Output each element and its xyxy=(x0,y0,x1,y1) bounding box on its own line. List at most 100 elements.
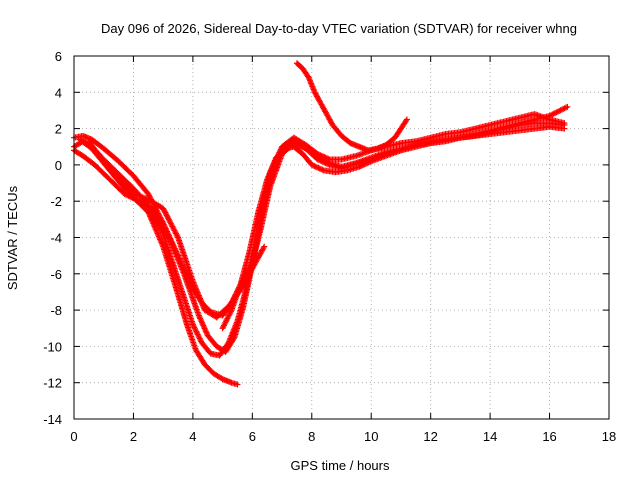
series-track-7 xyxy=(219,103,571,332)
x-tick-label: 8 xyxy=(308,429,315,444)
data-point xyxy=(325,159,332,166)
data-point xyxy=(323,158,330,165)
data-point xyxy=(223,318,230,325)
data-point xyxy=(312,163,319,170)
data-point xyxy=(165,233,172,240)
data-point xyxy=(311,163,318,170)
series-track-6 xyxy=(293,60,410,154)
data-point xyxy=(194,331,201,338)
data-point xyxy=(226,311,233,318)
data-point xyxy=(192,327,199,334)
data-point xyxy=(308,161,315,168)
data-point xyxy=(318,166,325,173)
data-point xyxy=(365,159,372,166)
data-point xyxy=(316,155,323,162)
y-tick-label: -14 xyxy=(43,412,62,427)
y-tick-label: -8 xyxy=(50,303,62,318)
data-point xyxy=(564,103,571,110)
data-point xyxy=(225,314,232,321)
data-point xyxy=(227,309,234,316)
data-point xyxy=(322,158,329,165)
x-axis-title: GPS time / hours xyxy=(291,458,390,473)
data-point xyxy=(358,162,365,169)
data-point xyxy=(561,105,568,112)
data-point xyxy=(321,157,328,164)
x-tick-label: 0 xyxy=(70,429,77,444)
tick-labels: 0 2 4 6 8 10 12 14 16 18 -14 -12 -10 -8 -6 -4 -2 0 2 4 6 xyxy=(43,49,616,444)
data-point xyxy=(547,112,554,119)
data-point xyxy=(357,163,364,170)
data-point xyxy=(315,164,322,171)
data-point xyxy=(560,105,567,112)
data-point xyxy=(356,163,363,170)
y-tick-label: 4 xyxy=(55,85,62,100)
data-point xyxy=(561,121,568,128)
data-point xyxy=(366,158,373,165)
x-tick-label: 12 xyxy=(423,429,437,444)
data-point xyxy=(193,328,200,335)
data-point xyxy=(174,233,181,240)
data-point xyxy=(222,319,229,326)
data-point xyxy=(317,155,324,162)
data-point xyxy=(223,316,230,323)
data-point xyxy=(556,108,563,115)
data-point xyxy=(194,329,201,336)
data-point xyxy=(220,323,227,330)
data-point xyxy=(552,110,559,117)
y-axis-title: SDTVAR / TECUs xyxy=(5,185,20,290)
x-tick-label: 16 xyxy=(542,429,556,444)
data-point xyxy=(557,107,564,114)
data-point xyxy=(316,165,323,172)
data-point xyxy=(563,104,570,111)
data-point xyxy=(224,315,231,322)
data-point xyxy=(549,111,556,118)
chart-title: Day 096 of 2026, Sidereal Day-to-day VTE… xyxy=(101,21,577,36)
y-tick-label: -6 xyxy=(50,267,62,282)
data-point xyxy=(362,160,369,167)
data-point xyxy=(364,160,371,167)
data-point xyxy=(191,324,198,331)
data-point xyxy=(195,332,202,339)
y-tick-label: 6 xyxy=(55,49,62,64)
data-point xyxy=(558,106,565,113)
x-tick-label: 18 xyxy=(602,429,616,444)
data-point xyxy=(225,312,232,319)
data-point xyxy=(361,161,368,168)
data-point xyxy=(234,381,241,388)
y-tick-label: -12 xyxy=(43,376,62,391)
data-point xyxy=(159,229,166,236)
x-tick-label: 10 xyxy=(364,429,378,444)
data-point xyxy=(189,321,196,328)
data-point xyxy=(261,243,268,250)
y-tick-label: 2 xyxy=(55,122,62,137)
data-point xyxy=(550,110,557,117)
data-point xyxy=(319,166,326,173)
data-point xyxy=(554,108,561,115)
data-point xyxy=(320,157,327,164)
axis-ticks xyxy=(73,55,610,420)
data-point xyxy=(310,162,317,169)
data-point xyxy=(220,322,227,329)
data-point xyxy=(314,154,321,161)
data-point xyxy=(197,336,204,343)
data-point xyxy=(260,244,267,251)
data-point xyxy=(221,321,228,328)
data-point xyxy=(121,190,128,197)
x-tick-label: 2 xyxy=(130,429,137,444)
data-point xyxy=(191,325,198,332)
y-tick-label: -2 xyxy=(50,194,62,209)
y-tick-label: 0 xyxy=(55,158,62,173)
y-tick-label: -4 xyxy=(50,231,62,246)
data-point xyxy=(219,325,226,332)
data-point xyxy=(196,334,203,341)
y-tick-label: -10 xyxy=(43,339,62,354)
x-tick-label: 14 xyxy=(483,429,497,444)
data-point xyxy=(403,117,410,124)
data-point xyxy=(318,156,325,163)
data-point xyxy=(360,161,367,168)
x-tick-label: 4 xyxy=(189,429,196,444)
data-point xyxy=(403,116,410,123)
data-point xyxy=(553,109,560,116)
